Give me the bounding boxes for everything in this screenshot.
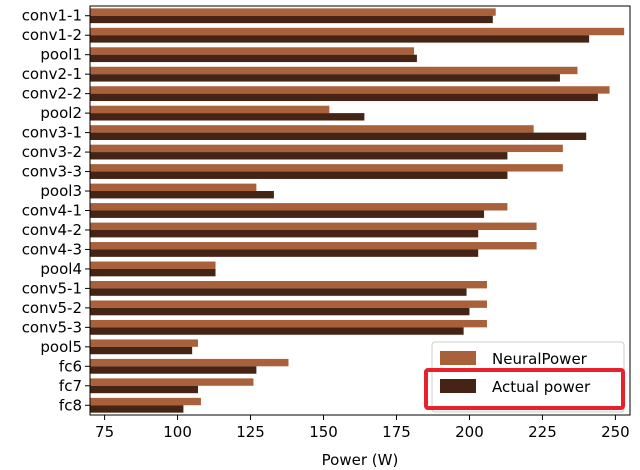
bar-fc6-actual-power <box>90 366 257 374</box>
bar-conv3-2-actual-power <box>90 152 508 160</box>
y-tick-label: conv3-3 <box>22 163 82 181</box>
x-tick-label: 175 <box>382 423 411 441</box>
y-tick-label: fc7 <box>59 377 82 395</box>
bar-conv5-3-neuralpower <box>90 319 487 328</box>
legend-label-neuralpower: NeuralPower <box>492 350 588 368</box>
bar-conv3-2-neuralpower <box>90 144 563 153</box>
bar-conv2-2-neuralpower <box>90 86 610 94</box>
bar-conv4-1-neuralpower <box>90 203 508 211</box>
bar-pool4-actual-power <box>90 268 216 277</box>
y-tick-label: fc8 <box>59 396 82 414</box>
bar-conv4-2-actual-power <box>90 229 479 238</box>
bar-conv5-1-neuralpower <box>90 281 487 289</box>
y-tick-label: conv5-3 <box>22 318 82 336</box>
y-tick-label: pool3 <box>40 182 82 200</box>
y-tick-label: conv5-1 <box>22 279 82 297</box>
bar-conv5-2-neuralpower <box>90 300 487 308</box>
y-tick-label: conv3-2 <box>22 143 82 161</box>
x-tick-label: 225 <box>528 423 557 441</box>
y-tick-label: conv2-2 <box>22 85 82 103</box>
bar-conv1-2-actual-power <box>90 35 590 43</box>
bar-conv2-1-actual-power <box>90 74 560 82</box>
bar-pool1-neuralpower <box>90 47 414 55</box>
bar-conv3-3-actual-power <box>90 171 508 179</box>
bar-conv1-1-actual-power <box>90 15 493 24</box>
y-tick-label: pool4 <box>40 260 82 278</box>
bar-conv2-2-actual-power <box>90 93 598 102</box>
legend-label-actual-power: Actual power <box>492 378 591 396</box>
bar-fc6-neuralpower <box>90 358 289 367</box>
x-tick-label: 250 <box>601 423 630 441</box>
bar-pool4-neuralpower <box>90 261 216 269</box>
bar-conv4-3-actual-power <box>90 249 479 257</box>
bar-conv3-1-neuralpower <box>90 125 534 133</box>
y-tick-label: conv4-3 <box>22 240 82 258</box>
bar-pool2-neuralpower <box>90 105 330 114</box>
bar-pool1-actual-power <box>90 54 417 63</box>
bars-group <box>90 8 625 413</box>
y-tick-label: conv4-1 <box>22 202 82 220</box>
x-tick-label: 125 <box>236 423 265 441</box>
bar-conv4-1-actual-power <box>90 210 485 218</box>
bar-conv4-2-neuralpower <box>90 222 537 230</box>
x-axis-title: Power (W) <box>322 451 399 469</box>
bar-conv2-1-neuralpower <box>90 66 578 75</box>
bar-fc8-neuralpower <box>90 397 201 406</box>
bar-pool5-neuralpower <box>90 339 198 347</box>
x-tick-label: 75 <box>95 423 114 441</box>
y-tick-label: conv2-1 <box>22 65 82 83</box>
bar-conv1-1-neuralpower <box>90 8 496 16</box>
bar-conv5-2-actual-power <box>90 307 470 316</box>
bar-conv1-2-neuralpower <box>90 27 625 36</box>
legend-swatch-actual-power <box>440 379 476 393</box>
y-tick-label: conv1-2 <box>22 26 82 44</box>
bar-pool2-actual-power <box>90 113 365 121</box>
y-tick-label: conv4-2 <box>22 221 82 239</box>
x-tick-label: 100 <box>163 423 192 441</box>
bar-conv5-3-actual-power <box>90 327 464 335</box>
y-tick-label: conv3-1 <box>22 124 82 142</box>
bar-fc8-actual-power <box>90 405 184 413</box>
legend-highlight-box <box>424 368 625 410</box>
legend-swatch-neuralpower <box>440 351 476 365</box>
bar-conv5-1-actual-power <box>90 288 467 296</box>
y-tick-label: conv1-1 <box>22 7 82 25</box>
x-tick-label: 200 <box>455 423 484 441</box>
bar-pool3-actual-power <box>90 191 274 199</box>
bar-conv3-3-neuralpower <box>90 164 563 172</box>
legend: NeuralPower Actual power <box>424 341 625 413</box>
bar-pool5-actual-power <box>90 346 193 355</box>
x-tick-label: 150 <box>309 423 338 441</box>
bar-conv3-1-actual-power <box>90 132 587 140</box>
bar-pool3-neuralpower <box>90 183 257 192</box>
y-tick-label: conv5-2 <box>22 299 82 317</box>
bar-fc7-neuralpower <box>90 378 254 386</box>
y-tick-label: fc6 <box>59 357 82 375</box>
y-tick-label: pool2 <box>40 104 82 122</box>
bar-conv4-3-neuralpower <box>90 242 537 250</box>
bar-fc7-actual-power <box>90 385 198 394</box>
x-axis: 75 100 125 150 175 200 225 250 <box>95 415 630 441</box>
y-tick-label: pool5 <box>40 338 82 356</box>
y-tick-label: pool1 <box>40 46 82 64</box>
plot-frame <box>89 5 631 416</box>
